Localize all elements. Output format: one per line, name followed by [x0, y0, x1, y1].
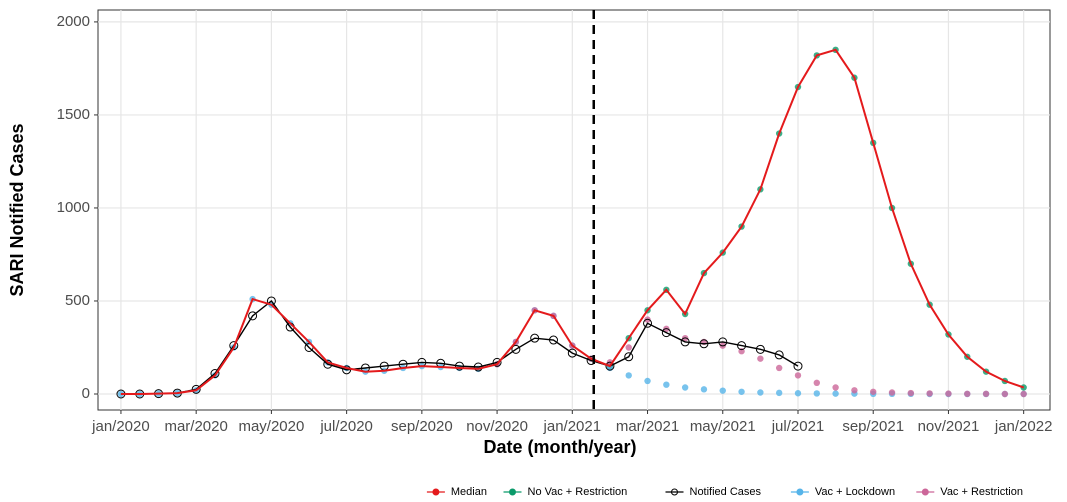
data-point	[700, 386, 708, 393]
y-tick-label: 0	[82, 385, 90, 402]
y-tick-label: 1000	[57, 199, 90, 216]
data-point	[624, 352, 634, 362]
data-point	[793, 361, 803, 371]
y-tick-label: 1500	[57, 106, 90, 123]
data-point	[907, 389, 915, 397]
data-point	[888, 389, 896, 396]
data-point	[964, 390, 971, 398]
y-tick-label: 500	[65, 292, 90, 309]
data-point	[982, 390, 990, 398]
x-tick-label: mar/2021	[616, 418, 679, 435]
data-point	[191, 384, 201, 394]
data-point	[774, 350, 784, 360]
legend-label: Notified Cases	[690, 486, 762, 498]
legend-key-point	[509, 488, 516, 496]
data-point	[813, 379, 820, 387]
data-point	[775, 389, 783, 397]
data-point	[605, 361, 615, 371]
x-axis-title: Date (month/year)	[483, 437, 636, 457]
x-tick-label: may/2020	[238, 418, 304, 435]
x-tick-label: sep/2020	[391, 418, 453, 435]
data-point	[794, 390, 802, 397]
data-point	[210, 369, 220, 379]
data-point	[757, 389, 764, 396]
data-point	[870, 388, 877, 395]
x-tick-label: sep/2021	[842, 418, 904, 435]
data-point	[625, 372, 632, 379]
data-point	[342, 365, 352, 375]
y-tick-label: 2000	[57, 13, 90, 30]
data-point	[757, 355, 764, 362]
data-point	[680, 337, 690, 347]
legend-key-point	[796, 488, 804, 496]
data-point	[1001, 390, 1009, 398]
legend-label: No Vac + Restriction	[528, 486, 628, 498]
data-point	[681, 384, 689, 391]
data-point	[492, 357, 502, 367]
legend-key-point	[921, 488, 929, 496]
data-point	[737, 341, 747, 351]
data-point	[719, 387, 726, 394]
data-point	[454, 361, 464, 371]
data-point	[1020, 390, 1027, 398]
x-tick-label: nov/2021	[918, 418, 980, 435]
legend-key-point	[671, 488, 678, 496]
data-point	[926, 390, 933, 397]
x-tick-label: jan/2022	[994, 418, 1053, 435]
data-point	[661, 328, 671, 338]
x-tick-label: nov/2020	[466, 418, 528, 435]
data-point	[643, 318, 653, 328]
data-point	[511, 344, 521, 354]
data-point	[699, 339, 709, 349]
data-point	[775, 364, 783, 372]
data-point	[945, 390, 952, 397]
x-tick-label: jan/2020	[91, 418, 150, 435]
x-tick-label: jul/2021	[771, 418, 825, 435]
data-point	[832, 384, 839, 391]
legend-label: Vac + Lockdown	[815, 486, 895, 498]
x-tick-label: mar/2020	[164, 418, 227, 435]
data-point	[625, 344, 632, 351]
x-tick-label: jan/2021	[543, 418, 602, 435]
data-point	[567, 348, 577, 358]
data-point	[663, 381, 670, 388]
data-point	[832, 390, 839, 397]
data-point	[644, 377, 651, 385]
legend-label: Median	[451, 486, 487, 498]
data-point	[248, 311, 258, 321]
data-point	[738, 388, 745, 395]
legend-label: Vac + Restriction	[940, 486, 1023, 498]
data-point	[813, 390, 820, 397]
data-point	[755, 344, 765, 354]
series-line	[120, 48, 1025, 395]
y-axis-title: SARI Notified Cases	[7, 123, 27, 296]
data-point	[530, 333, 540, 343]
x-tick-label: jul/2020	[319, 418, 373, 435]
data-point	[549, 335, 559, 345]
x-tick-label: may/2021	[690, 418, 756, 435]
data-point	[718, 337, 728, 347]
data-point	[794, 372, 802, 379]
legend-key-point	[432, 488, 440, 496]
data-point	[229, 341, 239, 351]
data-point	[851, 387, 858, 394]
